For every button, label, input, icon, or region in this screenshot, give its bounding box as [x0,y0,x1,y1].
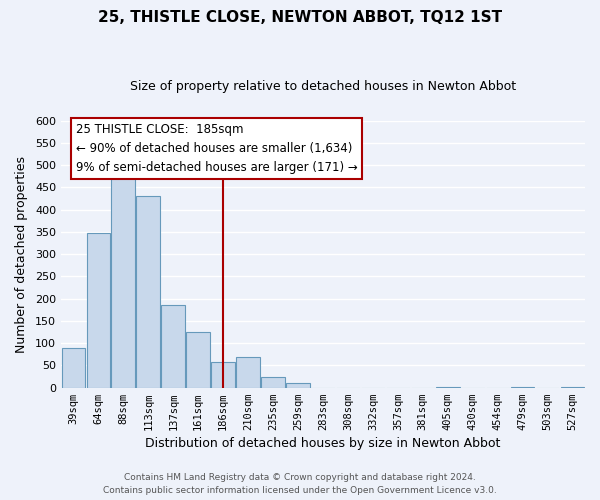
Title: Size of property relative to detached houses in Newton Abbot: Size of property relative to detached ho… [130,80,516,93]
Bar [161,305,185,388]
Bar [436,387,460,388]
Y-axis label: Number of detached properties: Number of detached properties [15,156,28,352]
Bar [62,348,85,388]
Bar [511,387,535,388]
Bar [112,177,135,388]
Bar [187,332,210,388]
Text: Contains HM Land Registry data © Crown copyright and database right 2024.
Contai: Contains HM Land Registry data © Crown c… [103,474,497,495]
Bar [286,383,310,388]
Bar [211,362,235,388]
Text: 25 THISTLE CLOSE:  185sqm
← 90% of detached houses are smaller (1,634)
9% of sem: 25 THISTLE CLOSE: 185sqm ← 90% of detach… [76,123,358,174]
Bar [236,358,260,388]
Text: 25, THISTLE CLOSE, NEWTON ABBOT, TQ12 1ST: 25, THISTLE CLOSE, NEWTON ABBOT, TQ12 1S… [98,10,502,25]
X-axis label: Distribution of detached houses by size in Newton Abbot: Distribution of detached houses by size … [145,437,500,450]
Bar [261,376,285,388]
Bar [86,233,110,388]
Bar [560,387,584,388]
Bar [136,196,160,388]
